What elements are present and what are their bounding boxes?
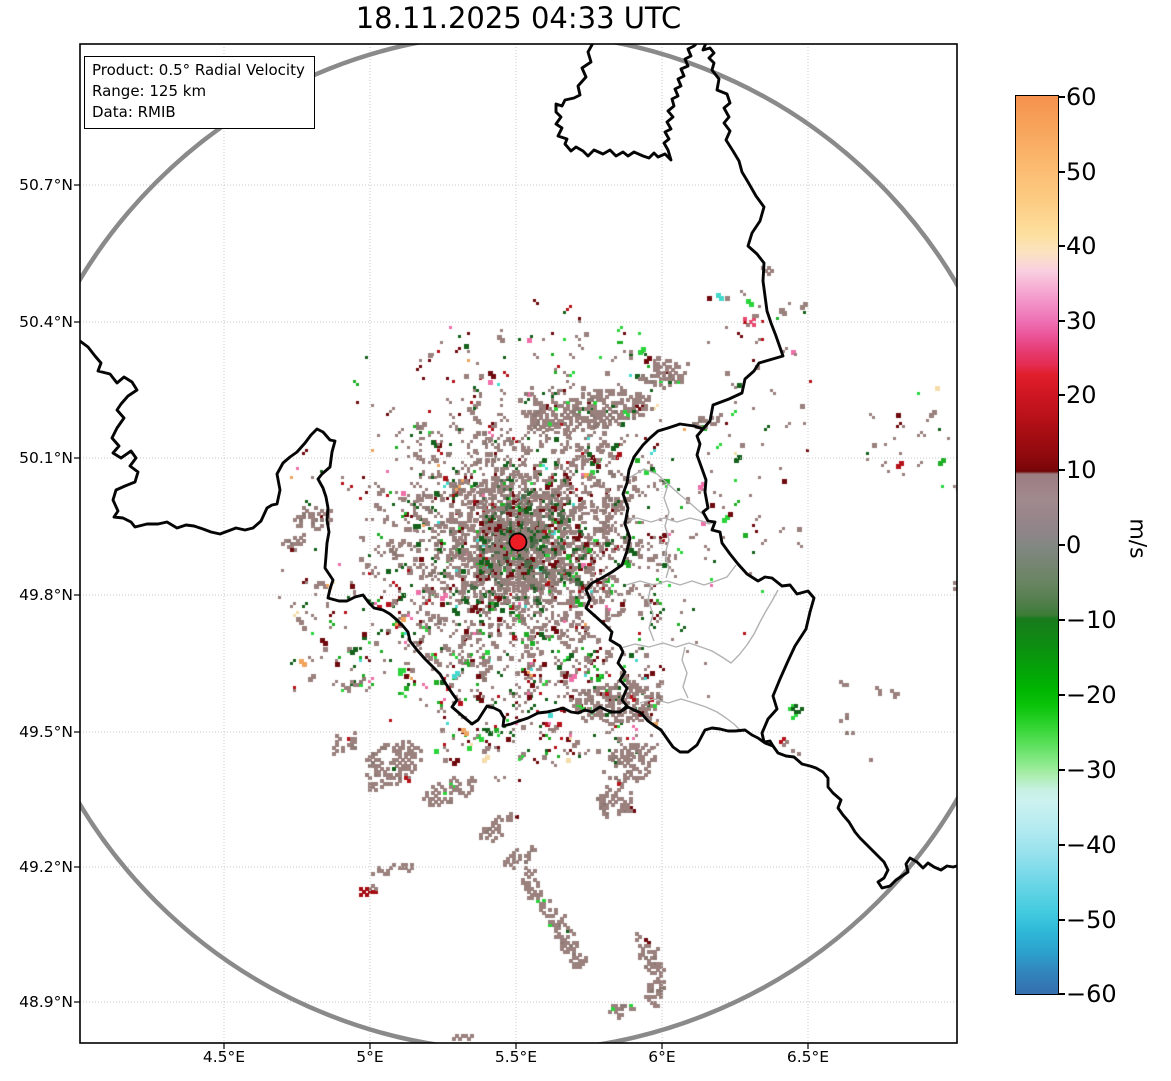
- lat-tick-label: 49.5°N: [19, 723, 73, 741]
- lon-tick-label: 4.5°E: [202, 1048, 246, 1066]
- colorbar-tick-label: 40: [1058, 232, 1097, 260]
- lon-tick-label: 5°E: [356, 1048, 384, 1066]
- colorbar-tick-label: 50: [1058, 158, 1097, 186]
- colorbar-tick-label: 30: [1058, 307, 1097, 335]
- product-info-line: Product: 0.5° Radial Velocity: [92, 61, 305, 79]
- colorbar-tick-label: −20: [1058, 681, 1117, 709]
- colorbar-tick-label: −30: [1058, 756, 1117, 784]
- figure-title: 18.11.2025 04:33 UTC: [355, 1, 682, 35]
- lon-tick-label: 6.5°E: [786, 1048, 830, 1066]
- colorbar-tick-label: 60: [1058, 83, 1097, 111]
- range-info-line: Range: 125 km: [92, 82, 207, 100]
- data-source-line: Data: RMIB: [92, 103, 176, 121]
- colorbar-tick-label: 0: [1057, 531, 1082, 559]
- lat-tick-label: 48.9°N: [19, 993, 73, 1011]
- lat-tick-label: 50.7°N: [19, 176, 73, 194]
- lat-tick-label: 49.8°N: [19, 586, 73, 604]
- colorbar-unit-label: m/s: [1124, 518, 1150, 559]
- product-info-box: Product: 0.5° Radial Velocity Range: 125…: [84, 56, 315, 129]
- colorbar-tick-label: −40: [1058, 831, 1117, 859]
- colorbar-tick-label: −50: [1058, 906, 1117, 934]
- lon-tick-label: 5.5°E: [494, 1048, 538, 1066]
- colorbar-tick-label: 20: [1058, 381, 1097, 409]
- colorbar-tick-label: 10: [1058, 456, 1097, 484]
- colorbar-tick-label: −60: [1058, 980, 1117, 1008]
- lon-tick-label: 6°E: [648, 1048, 676, 1066]
- lat-tick-label: 49.2°N: [19, 858, 73, 876]
- colorbar-tick-label: −10: [1058, 606, 1117, 634]
- lat-tick-label: 50.4°N: [19, 313, 73, 331]
- lat-tick-label: 50.1°N: [19, 449, 73, 467]
- colorbar-gradient: [1015, 95, 1059, 995]
